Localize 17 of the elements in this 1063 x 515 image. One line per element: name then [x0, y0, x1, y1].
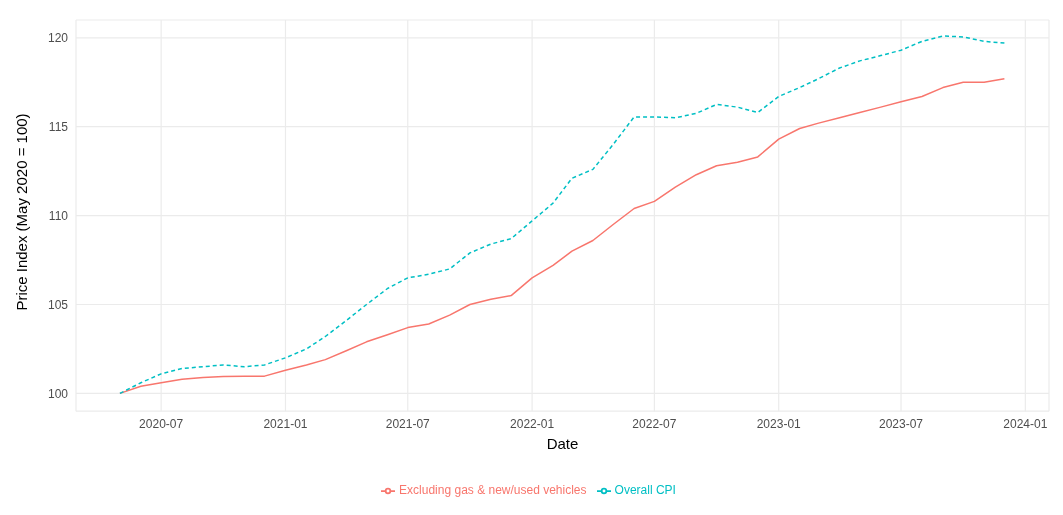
x-tick-label: 2022-07 [632, 416, 677, 431]
legend-label: Overall CPI [614, 483, 676, 498]
x-tick-label: 2020-07 [139, 416, 184, 431]
y-tick-label: 100 [47, 386, 69, 401]
y-tick-label: 115 [48, 119, 69, 134]
y-tick-label: 110 [48, 208, 69, 223]
legend-label: Excluding gas & new/used vehicles [399, 483, 587, 498]
x-tick-label: 2023-07 [879, 416, 924, 431]
x-tick-label: 2022-01 [510, 416, 555, 431]
y-tick-label: 105 [47, 297, 69, 312]
x-tick-label: 2021-07 [385, 416, 431, 431]
x-tick-label: 2021-01 [263, 416, 308, 431]
y-tick-label: 120 [47, 31, 69, 46]
x-axis-title: Date [546, 435, 579, 453]
y-axis-title: Price Index (May 2020 = 100) [13, 113, 31, 311]
x-tick-label: 2023-01 [756, 416, 802, 431]
x-tick-label: 2024-01 [1003, 416, 1048, 431]
